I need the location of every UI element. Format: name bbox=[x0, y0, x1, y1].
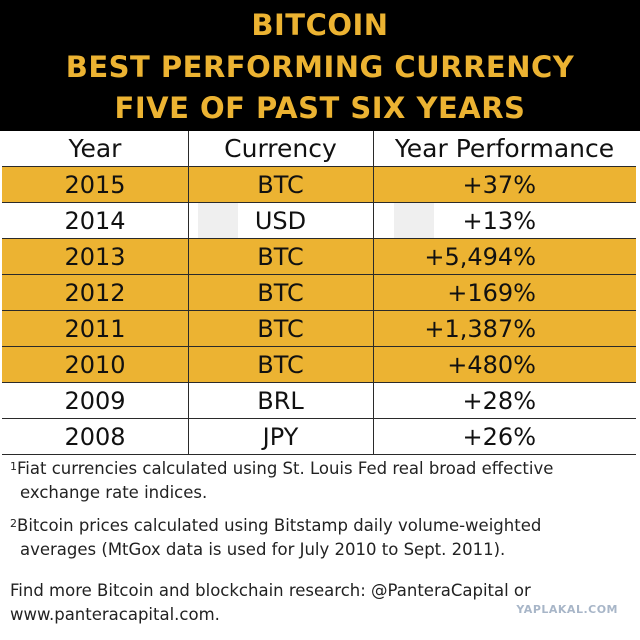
footnote-1: 1Fiat currencies calculated using St. Lo… bbox=[10, 457, 630, 505]
cell-year: 2008 bbox=[64, 423, 126, 451]
cell-year: 2010 bbox=[64, 351, 126, 379]
table-header-row: Year Currency Year Performance bbox=[2, 131, 636, 167]
cell-currency: JPY bbox=[262, 423, 299, 451]
column-divider bbox=[188, 131, 189, 454]
cell-currency: USD bbox=[254, 207, 307, 235]
footnote-1-line-1: Fiat currencies calculated using St. Lou… bbox=[17, 459, 554, 478]
table-row: 2013 BTC +5,494% bbox=[2, 239, 636, 275]
footnote-1-mark: 1 bbox=[10, 460, 17, 473]
cell-year: 2015 bbox=[64, 171, 126, 199]
cell-performance: +1,387% bbox=[424, 315, 536, 343]
cell-year: 2013 bbox=[64, 243, 126, 271]
cell-performance: +37% bbox=[462, 171, 536, 199]
footnote-2-line-1: Bitcoin prices calculated using Bitstamp… bbox=[17, 516, 542, 535]
title-line-1: BITCOIN bbox=[251, 8, 389, 42]
footnote-1-line-2: exchange rate indices. bbox=[20, 483, 208, 502]
cell-year: 2012 bbox=[64, 279, 126, 307]
footnote-2: 2Bitcoin prices calculated using Bitstam… bbox=[10, 514, 630, 562]
cell-currency: BRL bbox=[257, 387, 304, 415]
research-line-2: www.panteracapital.com. bbox=[10, 605, 220, 624]
cell-performance: +28% bbox=[462, 387, 536, 415]
cell-performance: +5,494% bbox=[424, 243, 536, 271]
cell-currency: BTC bbox=[257, 351, 304, 379]
table-row: 2015 BTC +37% bbox=[2, 167, 636, 203]
column-divider bbox=[373, 131, 374, 454]
table-row: 2010 BTC +480% bbox=[2, 347, 636, 383]
cell-currency: BTC bbox=[257, 243, 304, 271]
table-row: 2011 BTC +1,387% bbox=[2, 311, 636, 347]
title-line-2: BEST PERFORMING CURRENCY bbox=[65, 50, 575, 84]
research-note: Find more Bitcoin and blockchain researc… bbox=[10, 579, 630, 627]
table-row: 2009 BRL +28% bbox=[2, 383, 636, 419]
footnote-2-line-2: averages (MtGox data is used for July 20… bbox=[20, 540, 506, 559]
header-performance: Year Performance bbox=[394, 134, 615, 163]
header-currency: Currency bbox=[224, 134, 337, 163]
cell-performance: +13% bbox=[462, 207, 536, 235]
cell-performance: +26% bbox=[462, 423, 536, 451]
title-line-3: FIVE OF PAST SIX YEARS bbox=[114, 91, 526, 125]
cell-year: 2014 bbox=[64, 207, 126, 235]
table-row: 2014 USD +13% bbox=[2, 203, 636, 239]
cell-performance: +480% bbox=[447, 351, 536, 379]
research-line-1: Find more Bitcoin and blockchain researc… bbox=[10, 581, 531, 600]
title-banner: BITCOIN BEST PERFORMING CURRENCY FIVE OF… bbox=[0, 0, 640, 131]
cell-performance: +169% bbox=[447, 279, 536, 307]
cell-year: 2011 bbox=[64, 315, 126, 343]
cell-currency: BTC bbox=[257, 279, 304, 307]
yaplakal-watermark: YAPLAKAL.COM bbox=[516, 603, 618, 616]
footnote-2-mark: 2 bbox=[10, 517, 17, 530]
header-year: Year bbox=[68, 134, 122, 163]
table-row: 2012 BTC +169% bbox=[2, 275, 636, 311]
table-row: 2008 JPY +26% bbox=[2, 419, 636, 455]
cell-currency: BTC bbox=[257, 315, 304, 343]
cell-year: 2009 bbox=[64, 387, 126, 415]
cell-currency: BTC bbox=[257, 171, 304, 199]
